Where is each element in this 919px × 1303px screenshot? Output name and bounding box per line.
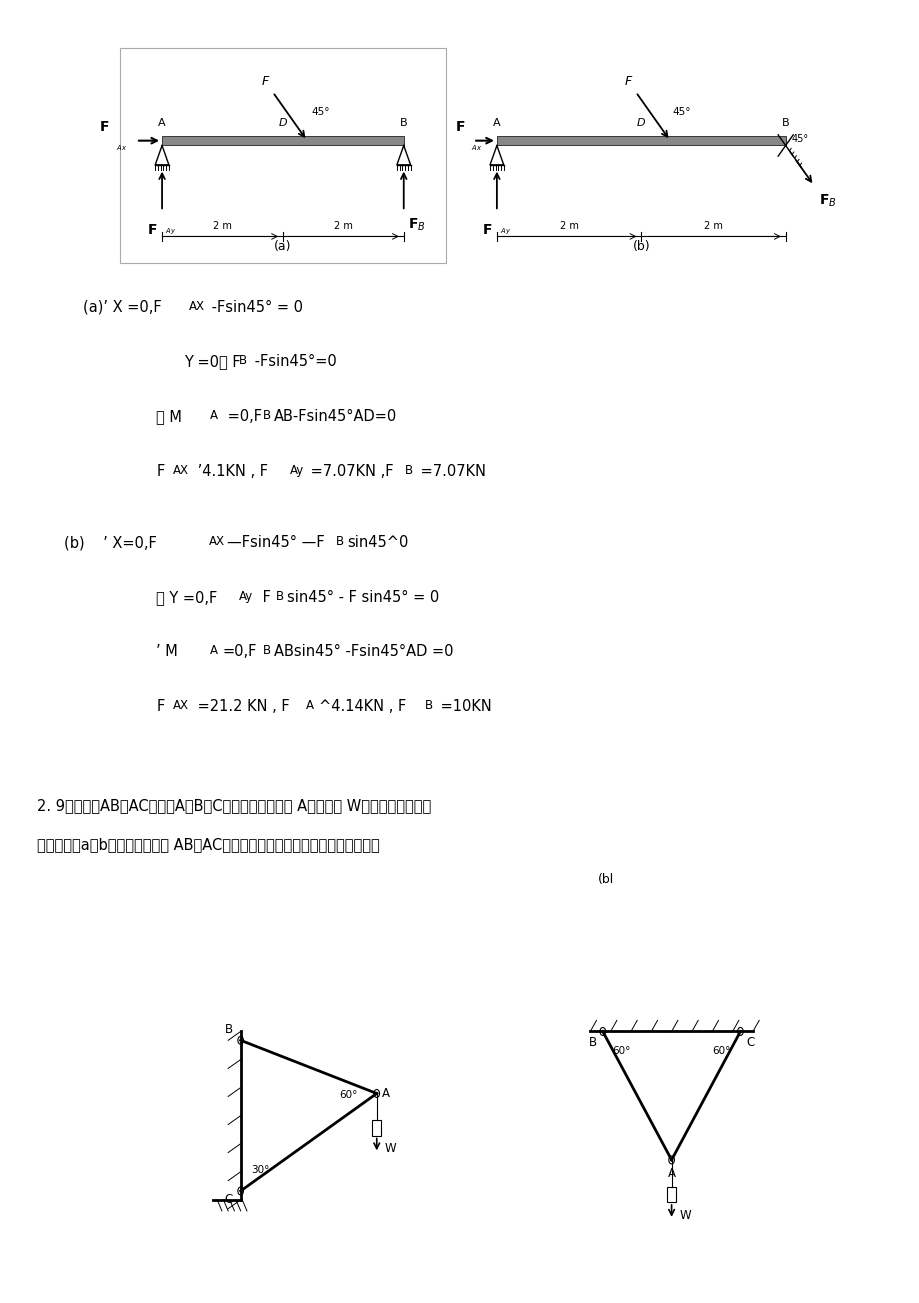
Text: 2. 9支架由杆AB、AC构成，A、B、C三处均为钰接，在 A点悬挂重 W的重物，杆的自重: 2. 9支架由杆AB、AC构成，A、B、C三处均为钰接，在 A点悬挂重 W的重物… (37, 797, 431, 813)
Text: -Fsin45°=0: -Fsin45°=0 (250, 354, 336, 370)
Bar (371, 1121, 381, 1136)
Text: (a): (a) (274, 240, 291, 253)
Text: B: B (781, 117, 789, 128)
Text: ’ M: ’ M (156, 645, 178, 659)
Text: =0,F: =0,F (222, 645, 256, 659)
Text: $\mathbf{F}_B$: $\mathbf{F}_B$ (818, 192, 835, 208)
Text: C: C (746, 1036, 754, 1049)
Text: $\mathbf{F}$: $\mathbf{F}$ (147, 223, 157, 237)
Text: (b): (b) (631, 240, 650, 253)
Text: $\mathbf{F}$: $\mathbf{F}$ (482, 223, 492, 237)
Text: 60°: 60° (611, 1045, 630, 1055)
Text: 60°: 60° (711, 1045, 730, 1055)
Text: 30°: 30° (252, 1165, 269, 1175)
Text: $_{Ax}$: $_{Ax}$ (471, 143, 482, 152)
Text: W: W (384, 1143, 396, 1156)
Text: $\mathbf{F}_B$: $\mathbf{F}_B$ (408, 218, 425, 233)
Text: W: W (678, 1209, 690, 1222)
Text: —Fsin45° —F: —Fsin45° —F (227, 536, 324, 550)
Text: 、 M: 、 M (156, 409, 182, 425)
Text: $_{Ay}$: $_{Ay}$ (499, 227, 510, 237)
Text: B: B (263, 409, 271, 422)
Text: =10KN: =10KN (436, 700, 492, 714)
Text: $\mathbf{F}$: $\mathbf{F}$ (454, 120, 465, 134)
Text: A: A (306, 700, 314, 713)
Bar (119, 48, 446, 263)
Text: ^4.14KN , F: ^4.14KN , F (319, 700, 406, 714)
Text: B: B (276, 590, 284, 603)
FancyBboxPatch shape (496, 136, 785, 146)
Text: 、 Υ =0,F: 、 Υ =0,F (156, 590, 218, 605)
Text: $F$: $F$ (623, 76, 632, 89)
Text: B: B (263, 645, 271, 658)
Text: (a)’ X =0,F: (a)’ X =0,F (83, 300, 161, 315)
Text: 45°: 45° (312, 107, 330, 117)
Text: A: A (381, 1087, 389, 1100)
Text: =21.2 KN , F: =21.2 KN , F (193, 700, 289, 714)
Text: $\mathbf{F}$: $\mathbf{F}$ (99, 120, 109, 134)
Text: B: B (400, 117, 407, 128)
Text: B: B (224, 1023, 233, 1036)
Text: ’4.1KN , F: ’4.1KN , F (193, 464, 268, 480)
Text: Υ =0瓦 F: Υ =0瓦 F (184, 354, 241, 370)
Text: $_{Ay}$: $_{Ay}$ (165, 227, 176, 237)
Text: 2 m: 2 m (334, 222, 352, 231)
Text: 2 m: 2 m (213, 222, 232, 231)
Bar (666, 1187, 675, 1203)
Text: Ay: Ay (239, 590, 253, 603)
Text: B: B (588, 1036, 596, 1049)
Text: B: B (425, 700, 433, 713)
Text: B: B (239, 354, 247, 367)
Text: AX: AX (173, 464, 188, 477)
Text: AX: AX (209, 536, 224, 549)
Text: A: A (667, 1166, 675, 1179)
Text: (bl: (bl (597, 873, 614, 886)
Text: (b)    ’ X=0,F: (b) ’ X=0,F (64, 536, 157, 550)
Text: =0,F: =0,F (222, 409, 261, 425)
Text: Ay: Ay (289, 464, 303, 477)
Text: sin45^0: sin45^0 (346, 536, 408, 550)
Text: A: A (210, 409, 218, 422)
Text: 2 m: 2 m (559, 222, 578, 231)
Text: =7.07KN ,F: =7.07KN ,F (306, 464, 393, 480)
Text: F: F (156, 700, 165, 714)
Text: AX: AX (173, 700, 188, 713)
Text: A: A (210, 645, 218, 658)
Text: $_{Ax}$: $_{Ax}$ (116, 143, 127, 152)
Text: F: F (257, 590, 270, 605)
Text: 60°: 60° (339, 1089, 357, 1100)
Text: 不计。求图a、b两种情形下，杆 AB、AC所受的力，并说明它们是拉力还是压力。: 不计。求图a、b两种情形下，杆 AB、AC所受的力，并说明它们是拉力还是压力。 (37, 837, 380, 852)
Text: D: D (636, 117, 645, 128)
Text: AX: AX (188, 300, 204, 313)
Text: A: A (493, 117, 500, 128)
Text: AB-Fsin45°AD=0: AB-Fsin45°AD=0 (274, 409, 397, 425)
Text: 2 m: 2 m (703, 222, 722, 231)
Text: B: B (335, 536, 344, 549)
Text: C: C (224, 1194, 233, 1207)
Text: A: A (158, 117, 165, 128)
Text: B: B (404, 464, 413, 477)
Text: 45°: 45° (672, 107, 691, 117)
Text: F: F (156, 464, 165, 480)
Text: =7.07KN: =7.07KN (415, 464, 485, 480)
Text: 45°: 45° (791, 134, 808, 145)
Text: D: D (278, 117, 287, 128)
Text: ABsin45° -Fsin45°AD =0: ABsin45° -Fsin45°AD =0 (274, 645, 453, 659)
Text: -Fsin45° = 0: -Fsin45° = 0 (207, 300, 302, 315)
Text: $F$: $F$ (260, 76, 269, 89)
Text: sin45° - F sin45° = 0: sin45° - F sin45° = 0 (287, 590, 438, 605)
FancyBboxPatch shape (162, 136, 403, 146)
